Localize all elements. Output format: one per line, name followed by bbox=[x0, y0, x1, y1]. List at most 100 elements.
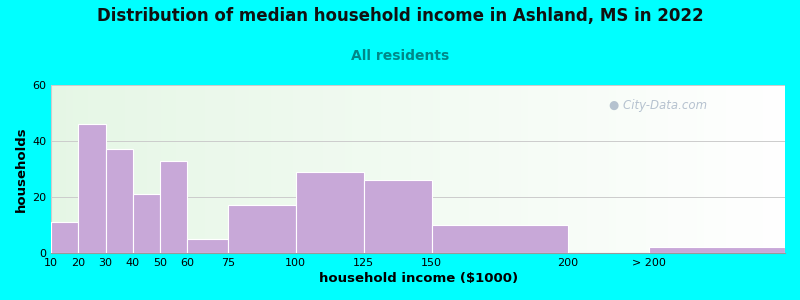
Bar bbox=[506, 85, 514, 253]
Bar bbox=[690, 85, 697, 253]
Bar bbox=[477, 85, 484, 253]
Bar bbox=[242, 85, 250, 253]
Bar bbox=[51, 222, 78, 253]
Bar bbox=[315, 85, 322, 253]
Bar bbox=[704, 85, 712, 253]
Bar bbox=[734, 85, 741, 253]
Bar bbox=[330, 85, 338, 253]
Bar bbox=[374, 85, 382, 253]
Bar bbox=[770, 85, 778, 253]
Bar bbox=[160, 160, 187, 253]
Bar bbox=[675, 85, 682, 253]
Bar bbox=[213, 85, 220, 253]
Bar bbox=[117, 85, 125, 253]
Text: All residents: All residents bbox=[351, 50, 449, 64]
Bar bbox=[565, 85, 572, 253]
Bar bbox=[220, 85, 227, 253]
Bar bbox=[190, 85, 198, 253]
Bar bbox=[228, 206, 296, 253]
Bar bbox=[206, 85, 213, 253]
Bar bbox=[359, 85, 366, 253]
Bar bbox=[187, 239, 228, 253]
Bar bbox=[470, 85, 477, 253]
Bar bbox=[660, 85, 667, 253]
Bar bbox=[440, 85, 447, 253]
Bar bbox=[433, 85, 440, 253]
Bar bbox=[338, 85, 345, 253]
Bar bbox=[264, 85, 271, 253]
Bar bbox=[95, 85, 102, 253]
Bar bbox=[778, 85, 785, 253]
Bar bbox=[426, 85, 433, 253]
Bar bbox=[234, 85, 242, 253]
Bar bbox=[389, 85, 396, 253]
Bar bbox=[491, 85, 498, 253]
Bar bbox=[484, 85, 491, 253]
Bar bbox=[176, 85, 183, 253]
Bar bbox=[294, 85, 301, 253]
Bar bbox=[579, 85, 587, 253]
Bar bbox=[572, 85, 579, 253]
Bar bbox=[638, 85, 646, 253]
Bar bbox=[432, 225, 567, 253]
Bar bbox=[125, 85, 132, 253]
Bar bbox=[81, 85, 88, 253]
Bar bbox=[296, 172, 364, 253]
Bar bbox=[278, 85, 286, 253]
Bar bbox=[183, 85, 190, 253]
Bar bbox=[418, 85, 426, 253]
Bar bbox=[139, 85, 146, 253]
Bar bbox=[345, 85, 352, 253]
Bar bbox=[682, 85, 690, 253]
Text: ● City-Data.com: ● City-Data.com bbox=[609, 99, 707, 112]
Bar bbox=[521, 85, 528, 253]
Bar bbox=[741, 85, 748, 253]
Bar bbox=[609, 85, 616, 253]
Bar bbox=[227, 85, 234, 253]
Bar bbox=[726, 85, 734, 253]
Bar bbox=[352, 85, 359, 253]
Bar bbox=[133, 194, 160, 253]
Bar bbox=[66, 85, 73, 253]
Bar bbox=[616, 85, 623, 253]
Bar bbox=[146, 85, 154, 253]
Bar bbox=[110, 85, 117, 253]
Bar bbox=[454, 85, 462, 253]
Bar bbox=[106, 149, 133, 253]
Bar bbox=[286, 85, 294, 253]
Bar bbox=[697, 85, 704, 253]
Bar bbox=[78, 124, 106, 253]
Bar bbox=[322, 85, 330, 253]
Bar bbox=[382, 85, 389, 253]
Bar bbox=[602, 85, 609, 253]
Bar bbox=[631, 85, 638, 253]
Bar bbox=[169, 85, 176, 253]
Bar bbox=[301, 85, 308, 253]
Bar bbox=[403, 85, 410, 253]
Text: Distribution of median household income in Ashland, MS in 2022: Distribution of median household income … bbox=[97, 8, 703, 26]
Bar bbox=[410, 85, 418, 253]
Bar bbox=[447, 85, 454, 253]
Bar bbox=[528, 85, 535, 253]
Bar bbox=[653, 85, 660, 253]
Bar bbox=[712, 85, 719, 253]
Bar bbox=[396, 85, 403, 253]
Bar bbox=[623, 85, 631, 253]
Bar bbox=[667, 85, 675, 253]
Bar bbox=[198, 85, 206, 253]
Bar bbox=[646, 85, 653, 253]
Bar bbox=[364, 180, 432, 253]
Bar bbox=[257, 85, 264, 253]
Bar bbox=[73, 85, 81, 253]
Bar bbox=[132, 85, 139, 253]
Bar bbox=[587, 85, 594, 253]
Bar bbox=[558, 85, 565, 253]
Bar bbox=[271, 85, 278, 253]
X-axis label: household income ($1000): household income ($1000) bbox=[318, 272, 518, 285]
Bar bbox=[102, 85, 110, 253]
Bar bbox=[514, 85, 521, 253]
Bar bbox=[535, 85, 543, 253]
Bar bbox=[763, 85, 770, 253]
Bar bbox=[543, 85, 550, 253]
Bar bbox=[594, 85, 602, 253]
